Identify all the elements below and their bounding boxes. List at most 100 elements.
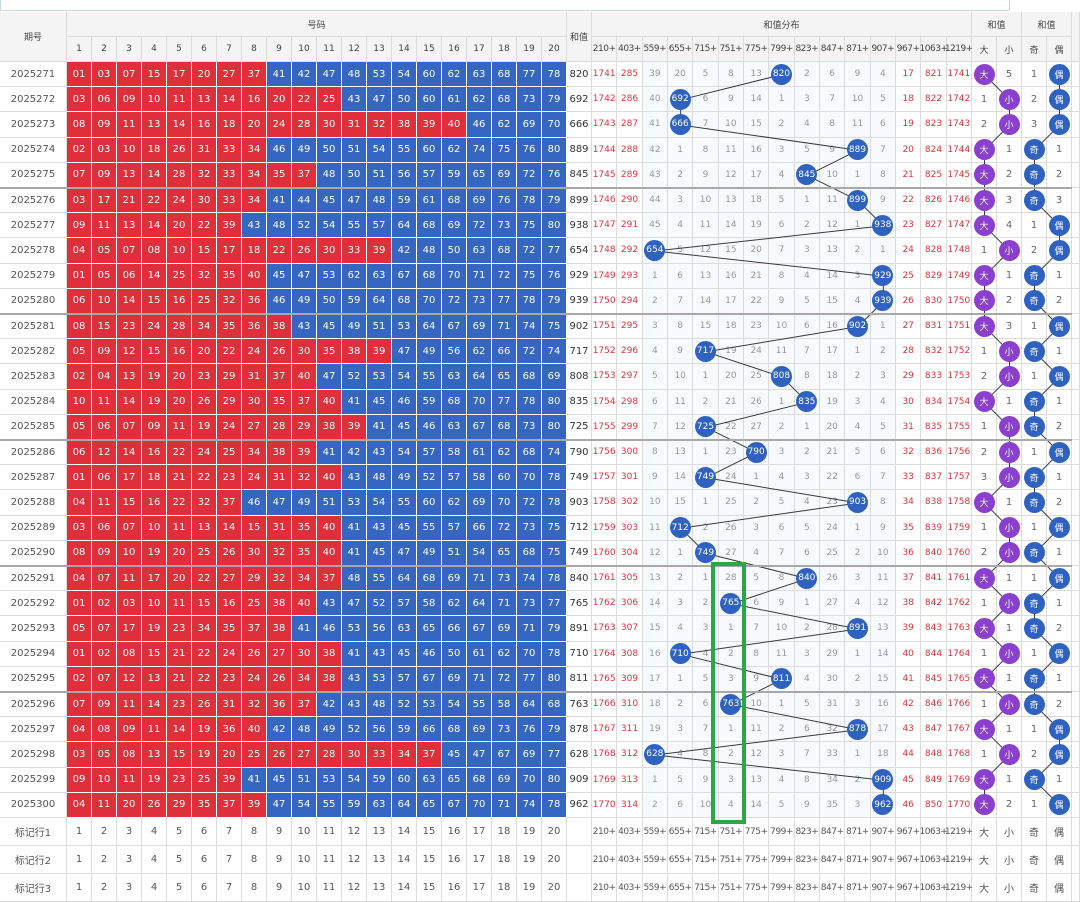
drawn-number: 68 [492,238,517,264]
drawn-number: 20 [167,566,192,592]
drawn-number: 39 [292,440,317,466]
mark-cell: 大 [972,616,997,642]
empty-cell [1072,389,1080,415]
dist-omission: 1 [744,465,770,491]
drawn-number: 29 [167,792,192,818]
mark-hit: 偶 [1048,63,1070,85]
drawn-number: 20 [117,792,142,818]
period: 2025298 [0,742,67,768]
dist-omission: 1760 [946,540,972,566]
drawn-number: 55 [467,692,492,718]
drawn-number: 47 [317,364,342,390]
dist-omission: 309 [617,666,643,692]
dist-omission: 11 [668,389,694,415]
sum-hit: 929 [872,265,894,287]
period: 2025289 [0,515,67,541]
drawn-number: 16 [142,490,167,516]
dist-omission: 821 [921,62,947,88]
mark-hit: 小 [998,88,1020,110]
drawn-number: 72 [517,162,542,188]
dist-omission: 34 [896,490,922,516]
mark-column-label: 奇 [1022,846,1047,874]
drawn-number: 26 [242,641,267,667]
drawn-number: 31 [267,465,292,491]
sum-value: 903 [567,490,592,516]
dist-column-label: 655+ [668,37,694,62]
drawn-number: 11 [117,692,142,718]
mark-cell: 奇 [1022,137,1047,163]
drawn-number: 23 [167,692,192,718]
drawn-number: 10 [167,238,192,264]
dist-cell: 845 [794,162,820,188]
drawn-number: 10 [142,515,167,541]
dist-omission: 33 [820,742,846,768]
empty-cell [1072,742,1080,768]
drawn-number: 24 [142,314,167,340]
dist-omission: 1749 [592,263,618,289]
dist-omission: 23 [718,440,744,466]
drawn-number: 72 [517,339,542,365]
empty-cell [1072,364,1080,390]
drawn-number: 42 [292,62,317,88]
drawn-number: 72 [467,213,492,239]
number-column-label: 14 [392,37,417,62]
drawn-number: 57 [442,515,467,541]
drawn-number: 38 [267,440,292,466]
drawn-number: 55 [317,792,342,818]
sum-hit: 710 [669,643,691,665]
drawn-number: 73 [517,515,542,541]
drawn-number: 40 [317,389,342,415]
dist-omission: 1 [845,339,871,365]
drawn-number: 22 [167,490,192,516]
dist-omission: 3 [794,238,820,264]
empty-cell [1072,767,1080,793]
sum-hit: 909 [872,769,894,791]
dist-omission: 4 [794,112,820,138]
drawn-number: 26 [292,238,317,264]
dist-column-label: 907+ [870,818,896,846]
drawn-number: 74 [517,792,542,818]
mark-cell: 偶 [1047,792,1072,818]
sum-hit: 811 [770,668,792,690]
dist-omission: 3 [794,87,820,113]
drawn-number: 05 [92,263,117,289]
mark-hit: 奇 [1023,164,1045,186]
mark-hit: 奇 [1023,668,1045,690]
drawn-number: 09 [117,87,142,113]
drawn-number: 03 [67,188,92,214]
drawn-number: 13 [142,666,167,692]
dist-omission: 16 [870,692,896,718]
dist-omission: 7 [642,414,668,440]
drawn-number: 41 [342,641,367,667]
mark-omission: 2 [997,162,1022,188]
number-column-label: 12 [342,37,367,62]
dist-omission: 10 [870,540,896,566]
sum-hit: 903 [846,491,868,513]
number-column-label: 11 [317,874,342,902]
drawn-number: 06 [92,414,117,440]
drawn-number: 79 [542,87,567,113]
mark-column-label: 大 [972,818,997,846]
dist-omission: 5 [693,62,719,88]
drawn-number: 31 [267,515,292,541]
dist-omission: 35 [820,792,846,818]
dist-omission: 20 [668,62,694,88]
period: 2025284 [0,389,67,415]
drawn-number: 62 [467,339,492,365]
drawn-number: 64 [367,288,392,314]
dist-omission: 1741 [592,62,618,88]
dist-omission: 1 [870,238,896,264]
drawn-number: 61 [467,641,492,667]
drawn-number: 49 [392,465,417,491]
drawn-number: 69 [492,767,517,793]
dist-omission: 22 [744,288,770,314]
drawn-number: 77 [517,666,542,692]
dist-column-label: 847+ [820,874,846,902]
mark-column-label: 大 [972,37,997,62]
drawn-number: 03 [67,87,92,113]
dist-column-label: 823+ [794,37,820,62]
dist-omission: 3 [845,566,871,592]
drawn-number: 30 [342,742,367,768]
drawn-number: 54 [367,137,392,163]
